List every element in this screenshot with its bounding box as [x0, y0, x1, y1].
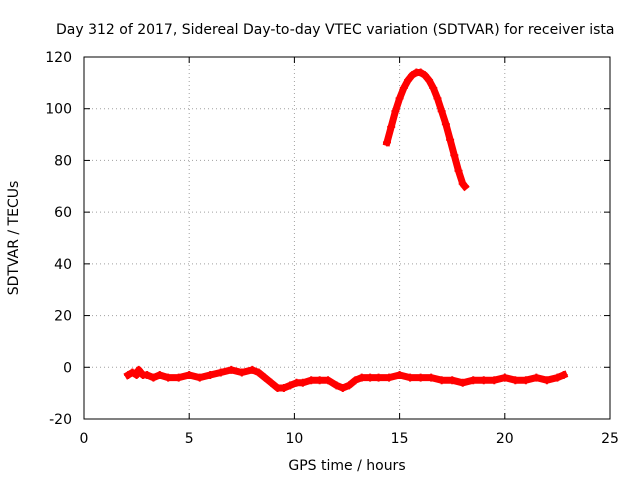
data-point	[324, 376, 333, 385]
data-point	[351, 376, 360, 385]
data-point	[227, 365, 236, 374]
y-tick-label: 40	[54, 257, 72, 273]
data-point	[260, 373, 269, 382]
x-tick-label: 5	[185, 431, 194, 447]
x-tick-label: 0	[80, 431, 89, 447]
data-point	[134, 365, 143, 374]
y-tick-label: 0	[63, 360, 72, 376]
data-point	[128, 368, 137, 377]
data-point	[458, 378, 467, 387]
data-point	[332, 381, 341, 390]
data-point	[385, 373, 394, 382]
data-point	[164, 373, 173, 382]
data-point	[469, 376, 478, 385]
data-point	[395, 371, 404, 380]
chart-title: Day 312 of 2017, Sidereal Day-to-day VTE…	[56, 22, 614, 38]
data-point	[450, 151, 459, 160]
y-tick-label: 80	[54, 153, 72, 169]
data-point	[391, 107, 400, 116]
data-point	[267, 378, 276, 387]
data-point	[542, 376, 551, 385]
x-tick-label: 20	[496, 431, 514, 447]
x-tick-label: 25	[601, 431, 619, 447]
data-point	[429, 84, 438, 93]
data-point	[490, 376, 499, 385]
data-point	[416, 68, 425, 77]
data-point	[427, 373, 436, 382]
data-point	[206, 371, 215, 380]
data-point	[532, 373, 541, 382]
data-point	[195, 373, 204, 382]
series-trace-1	[382, 69, 470, 192]
data-point	[248, 365, 257, 374]
data-point	[345, 381, 354, 390]
y-tick-label: 120	[45, 50, 72, 66]
x-tick-label: 10	[285, 431, 303, 447]
data-point	[254, 368, 263, 377]
y-tick-label: 20	[54, 309, 72, 325]
y-tick-label: 100	[45, 102, 72, 118]
data-point	[174, 373, 183, 382]
data-point	[437, 107, 446, 116]
data-point	[406, 373, 415, 382]
data-point	[387, 122, 396, 131]
data-point	[395, 94, 404, 103]
y-axis-label: SDTVAR / TECUs	[6, 181, 22, 296]
data-points	[123, 68, 569, 392]
data-point	[521, 376, 530, 385]
data-point	[216, 368, 225, 377]
data-point	[479, 376, 488, 385]
x-tick-label: 15	[391, 431, 409, 447]
data-point	[511, 376, 520, 385]
data-point	[448, 376, 457, 385]
data-point	[553, 373, 562, 382]
data-point	[185, 371, 194, 380]
data-point	[279, 383, 288, 392]
y-tick-label: -20	[49, 412, 72, 428]
data-point	[307, 376, 316, 385]
grid-lines	[84, 57, 610, 419]
data-point	[399, 84, 408, 93]
data-point	[437, 376, 446, 385]
data-point	[408, 71, 417, 80]
data-point	[124, 371, 133, 380]
data-point	[237, 368, 246, 377]
data-point	[149, 373, 158, 382]
data-point	[425, 76, 434, 85]
y-tick-label: 60	[54, 205, 72, 221]
data-point	[338, 383, 347, 392]
data-point	[433, 94, 442, 103]
data-point	[366, 373, 375, 382]
data-point	[382, 138, 391, 147]
data-point	[374, 373, 383, 382]
data-point	[416, 373, 425, 382]
plot-frame	[83, 56, 611, 420]
data-point	[315, 376, 324, 385]
data-point	[143, 371, 152, 380]
data-point	[500, 373, 509, 382]
data-point	[460, 182, 469, 191]
data-point	[441, 120, 450, 129]
data-point	[404, 76, 413, 85]
data-point	[420, 71, 429, 80]
data-point	[298, 378, 307, 387]
data-point	[286, 381, 295, 390]
data-point	[446, 135, 455, 144]
x-axis-label: GPS time / hours	[288, 458, 405, 474]
data-point	[357, 373, 366, 382]
data-point	[454, 166, 463, 175]
data-point	[559, 371, 568, 380]
axis-ticks: 0 5 10 15 20 25 -20 0 20 40 60 80 100 120	[45, 50, 619, 447]
data-point	[155, 371, 164, 380]
